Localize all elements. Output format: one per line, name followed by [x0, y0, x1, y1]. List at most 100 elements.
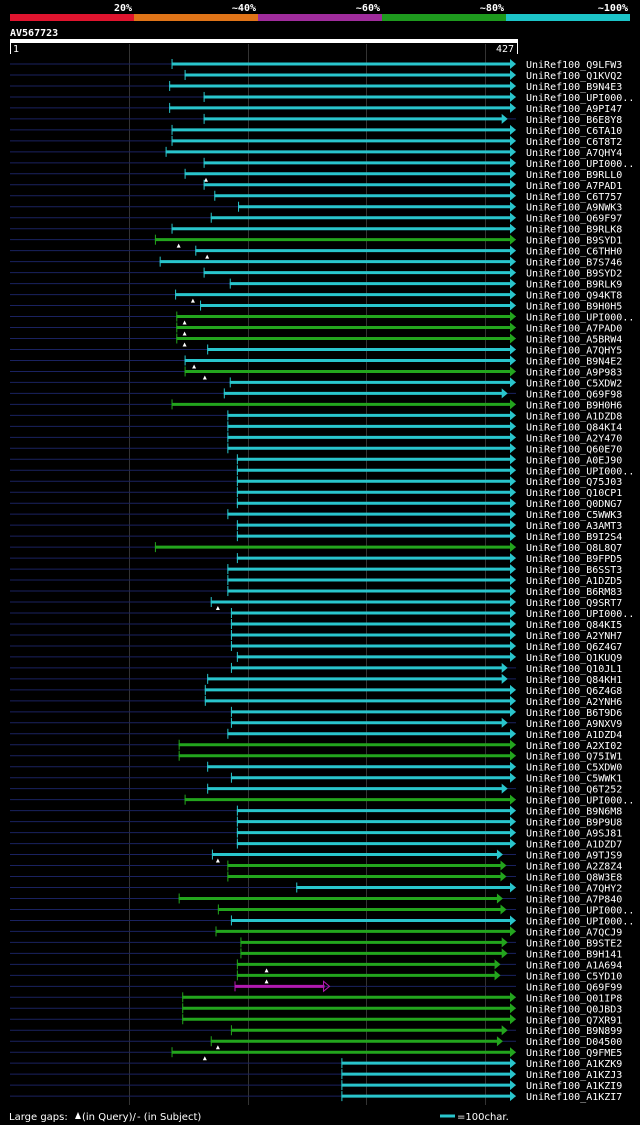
hit-label[interactable]: UniRef100_A1KZI9: [526, 1081, 622, 1092]
hit-label[interactable]: UniRef100_UPI000..: [526, 313, 634, 324]
hit-row[interactable]: UniRef100_A7QHY4: [10, 146, 622, 159]
hit-row[interactable]: UniRef100_UPI000..: [10, 608, 634, 620]
hit-label[interactable]: UniRef100_Q1KVQ2: [526, 71, 622, 82]
hit-row[interactable]: UniRef100_A1DZD4: [10, 728, 622, 741]
hit-label[interactable]: UniRef100_B6T9D6: [526, 708, 622, 719]
hit-row[interactable]: UniRef100_Q01IP8: [10, 992, 622, 1004]
hit-label[interactable]: UniRef100_Q6Z4G7: [526, 642, 622, 653]
hit-label[interactable]: UniRef100_A1KZI7: [526, 1092, 622, 1103]
hit-label[interactable]: UniRef100_Q69F97: [526, 214, 622, 225]
hit-row[interactable]: UniRef100_Q84KI4: [10, 421, 622, 433]
hit-row[interactable]: UniRef100_B9H0H5: [10, 300, 622, 313]
hit-row[interactable]: UniRef100_B9N4E3: [10, 80, 622, 93]
hit-label[interactable]: UniRef100_UPI000..: [526, 916, 634, 927]
hit-row[interactable]: UniRef100_A9NXV9: [10, 717, 622, 730]
hit-row[interactable]: UniRef100_UPI000..: [10, 311, 634, 325]
hit-row[interactable]: UniRef100_B9I2S4: [10, 531, 622, 543]
hit-row[interactable]: UniRef100_A7PAD1: [10, 179, 622, 192]
hit-row[interactable]: UniRef100_A1KZI7: [10, 1091, 622, 1103]
hit-label[interactable]: UniRef100_B9P9U8: [526, 818, 622, 829]
hit-row[interactable]: UniRef100_A2YNH6: [10, 695, 622, 708]
hit-label[interactable]: UniRef100_C6T8T2: [526, 137, 622, 148]
hit-row[interactable]: UniRef100_Q9SRT7: [10, 597, 622, 611]
hit-label[interactable]: UniRef100_A2YNH6: [526, 697, 622, 708]
hit-row[interactable]: UniRef100_A3AMT3: [10, 520, 622, 532]
hit-label[interactable]: UniRef100_A1DZD4: [526, 730, 622, 741]
hit-row[interactable]: UniRef100_A1DZD8: [10, 410, 622, 422]
hit-row[interactable]: UniRef100_B9FPD5: [10, 553, 622, 565]
hit-label[interactable]: UniRef100_D04500: [526, 1037, 622, 1048]
hit-label[interactable]: UniRef100_Q1KUQ9: [526, 653, 622, 664]
hit-label[interactable]: UniRef100_A9TJS9: [526, 851, 622, 862]
hit-label[interactable]: UniRef100_B9RLL0: [526, 170, 622, 181]
hit-label[interactable]: UniRef100_A1DZD7: [526, 840, 622, 851]
hit-row[interactable]: UniRef100_A9P983: [10, 366, 622, 380]
hit-label[interactable]: UniRef100_Q94KT8: [526, 291, 622, 302]
hit-row[interactable]: UniRef100_UPI000..: [10, 915, 634, 927]
hit-row[interactable]: UniRef100_Q6Z4G7: [10, 640, 622, 653]
hit-row[interactable]: UniRef100_Q69F97: [10, 212, 622, 225]
hit-row[interactable]: UniRef100_D04500: [10, 1036, 622, 1050]
hit-row[interactable]: UniRef100_Q84KH1: [10, 673, 622, 686]
hit-label[interactable]: UniRef100_Q7XR91: [526, 1015, 622, 1026]
hit-row[interactable]: UniRef100_UPI000..: [10, 91, 634, 104]
hit-label[interactable]: UniRef100_Q6Z4G8: [526, 686, 622, 697]
hit-row[interactable]: UniRef100_Q6T252: [10, 783, 622, 796]
hit-label[interactable]: UniRef100_A5BRW4: [526, 335, 622, 346]
hit-row[interactable]: UniRef100_B9SYD2: [10, 267, 622, 280]
hit-row[interactable]: UniRef100_B9N899: [10, 1025, 622, 1037]
hit-row[interactable]: UniRef100_C5YD10: [10, 970, 622, 984]
hit-row[interactable]: UniRef100_A1KZI9: [10, 1080, 622, 1092]
hit-label[interactable]: UniRef100_Q84KH1: [526, 675, 622, 686]
hit-row[interactable]: UniRef100_A7P840: [10, 893, 622, 905]
hit-label[interactable]: UniRef100_Q75IW1: [526, 752, 622, 763]
hit-label[interactable]: UniRef100_Q10JL1: [526, 664, 622, 675]
hit-label[interactable]: UniRef100_UPI000..: [526, 159, 634, 170]
hit-label[interactable]: UniRef100_Q01IP8: [526, 993, 622, 1004]
hit-label[interactable]: UniRef100_Q6T252: [526, 785, 622, 796]
hit-row[interactable]: UniRef100_B9H0H6: [10, 399, 622, 411]
hit-label[interactable]: UniRef100_A9SJ81: [526, 829, 622, 840]
hit-row[interactable]: UniRef100_A2Z8Z4: [10, 860, 622, 873]
hit-label[interactable]: UniRef100_A9P983: [526, 367, 622, 378]
hit-label[interactable]: UniRef100_UPI000..: [526, 905, 634, 916]
hit-row[interactable]: UniRef100_Q10JL1: [10, 662, 622, 675]
hit-label[interactable]: UniRef100_B9I2S4: [526, 532, 622, 543]
hit-label[interactable]: UniRef100_A0EJ90: [526, 455, 622, 466]
hit-label[interactable]: UniRef100_Q9LFW3: [526, 60, 622, 71]
hit-row[interactable]: UniRef100_C5XDW2: [10, 377, 622, 389]
hit-label[interactable]: UniRef100_A7QCJ9: [526, 927, 622, 938]
hit-label[interactable]: UniRef100_B9N4E2: [526, 356, 622, 367]
hit-label[interactable]: UniRef100_A1KZJ3: [526, 1070, 622, 1081]
hit-label[interactable]: UniRef100_A2Z8Z4: [526, 862, 622, 873]
hit-row[interactable]: UniRef100_UPI000..: [10, 465, 634, 477]
hit-label[interactable]: UniRef100_Q69F99: [526, 982, 622, 993]
hit-label[interactable]: UniRef100_A1KZK9: [526, 1059, 622, 1070]
hit-label[interactable]: UniRef100_B9N899: [526, 1026, 622, 1037]
hit-label[interactable]: UniRef100_B6SST3: [526, 565, 622, 576]
hit-row[interactable]: UniRef100_Q8L8Q7: [10, 542, 622, 554]
hit-row[interactable]: UniRef100_C6THH0: [10, 245, 622, 259]
hit-row[interactable]: UniRef100_C5WWK1: [10, 772, 622, 785]
hit-row[interactable]: UniRef100_B7S746: [10, 256, 622, 269]
hit-label[interactable]: UniRef100_UPI000..: [526, 93, 634, 104]
hit-label[interactable]: UniRef100_B9FPD5: [526, 554, 622, 565]
hit-label[interactable]: UniRef100_B9N6M8: [526, 807, 622, 818]
hit-label[interactable]: UniRef100_C5XDW2: [526, 378, 622, 389]
hit-row[interactable]: UniRef100_A9TJS9: [10, 849, 622, 863]
hit-label[interactable]: UniRef100_C5WWK1: [526, 774, 622, 785]
hit-row[interactable]: UniRef100_UPI000..: [10, 157, 634, 170]
hit-row[interactable]: UniRef100_Q1KUQ9: [10, 651, 622, 664]
hit-label[interactable]: UniRef100_UPI000..: [526, 466, 634, 477]
hit-label[interactable]: UniRef100_A1DZD8: [526, 411, 622, 422]
hit-row[interactable]: UniRef100_Q69F99: [10, 980, 622, 993]
hit-label[interactable]: UniRef100_B9H0H5: [526, 302, 622, 313]
hit-row[interactable]: UniRef100_Q75J03: [10, 476, 622, 488]
hit-row[interactable]: UniRef100_Q9FME5: [10, 1047, 622, 1061]
hit-label[interactable]: UniRef100_A1DZD5: [526, 576, 622, 587]
hit-label[interactable]: UniRef100_A9PI47: [526, 104, 622, 115]
hit-row[interactable]: UniRef100_Q1KVQ2: [10, 69, 622, 82]
hit-row[interactable]: UniRef100_C6T8T2: [10, 135, 622, 148]
hit-label[interactable]: UniRef100_A1A694: [526, 960, 622, 971]
hit-row[interactable]: UniRef100_UPI000..: [10, 904, 634, 916]
